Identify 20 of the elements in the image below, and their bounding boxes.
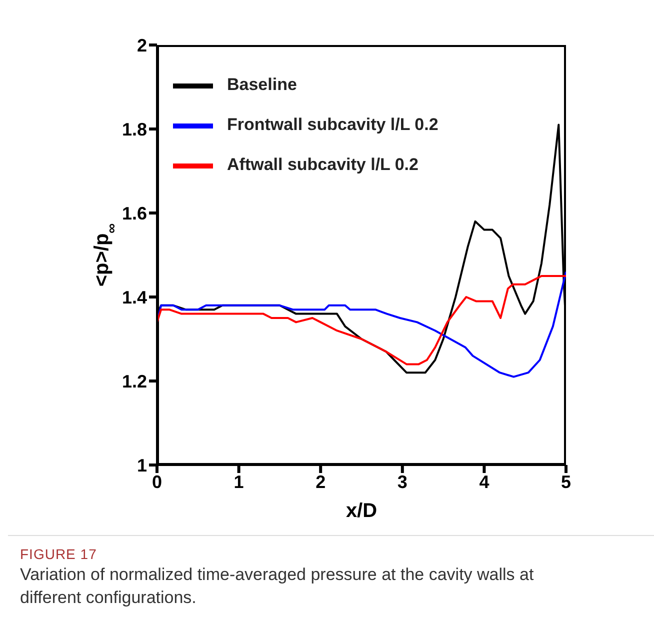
y-tick-label: 1: [136, 455, 147, 476]
y-tick-label: 1.4: [122, 287, 147, 308]
x-tick-label: 3: [397, 472, 408, 492]
line-series: [157, 270, 566, 378]
line-series: [157, 275, 566, 366]
legend-label: Baseline: [227, 75, 297, 94]
text: Variation of normalized time-averaged pressure at the cavity walls at different configurations.: [20, 564, 535, 609]
legend-label: Aftwall subcavity l/L 0.2: [227, 155, 418, 174]
x-tick-label: 2: [316, 472, 326, 492]
x-axis-title: x/D: [346, 500, 378, 522]
y-tick-label: 1.8: [122, 119, 147, 140]
x-tick-label: 1: [234, 472, 244, 492]
y-tick-label: 1.2: [122, 371, 147, 392]
y-tick-label: 1.6: [122, 203, 147, 224]
x-tick-label: 4: [479, 472, 490, 492]
x-tick-label: 0: [152, 472, 162, 492]
caption: FIGURE 17: [20, 546, 98, 562]
y-tick-label: 2: [136, 35, 147, 56]
x-tick-label: 5: [560, 472, 572, 492]
legend-label: Frontwall subcavity l/L 0.2: [227, 115, 438, 134]
